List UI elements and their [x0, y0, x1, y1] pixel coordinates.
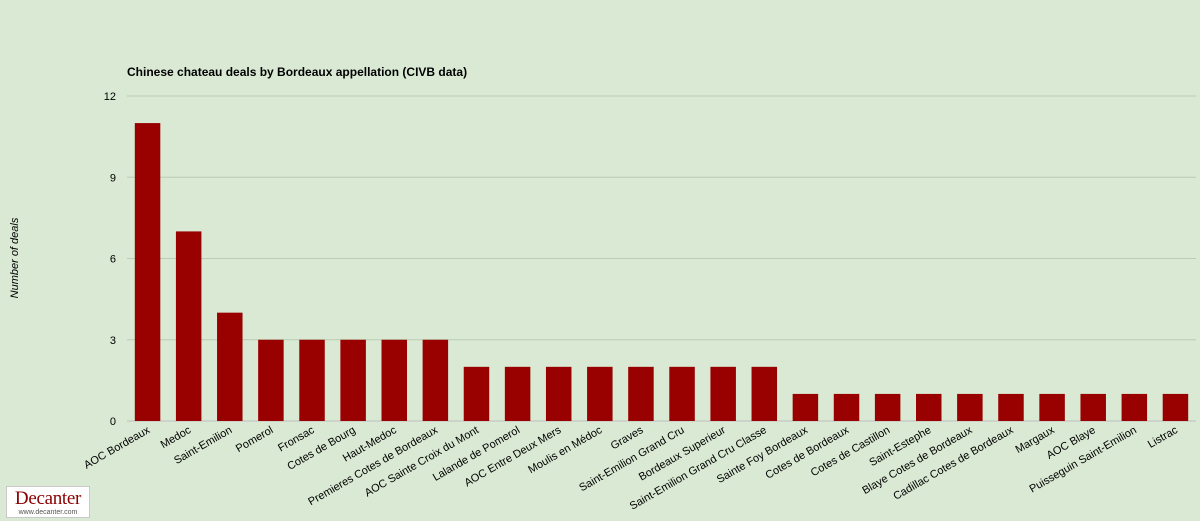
bar — [1121, 393, 1148, 421]
bar — [998, 393, 1024, 421]
x-tick-label: Pomerol — [234, 424, 275, 455]
y-tick-label: 9 — [110, 172, 116, 184]
y-tick-label: 0 — [110, 416, 116, 428]
bar — [957, 393, 983, 421]
y-tick-label: 3 — [110, 335, 116, 347]
bar — [545, 366, 572, 421]
x-tick-label: Moulis en Médoc — [526, 424, 604, 476]
bar — [258, 339, 284, 421]
bar — [751, 366, 778, 421]
bar — [504, 366, 531, 421]
y-axis-ticks: 0 3 6 9 12 — [104, 91, 116, 428]
bar — [217, 312, 243, 421]
bar — [874, 393, 901, 421]
bar — [134, 123, 161, 421]
bar — [710, 366, 736, 421]
decanter-logo: Decanter www.decanter.com — [6, 486, 90, 518]
bars — [134, 123, 1189, 421]
x-tick-label: AOC Bordeaux — [82, 424, 153, 472]
chart-title: Chinese chateau deals by Bordeaux appell… — [127, 65, 467, 79]
bar — [175, 231, 202, 421]
bar — [381, 339, 407, 421]
x-tick-label: Listrac — [1146, 424, 1180, 451]
grid-lines — [127, 95, 1196, 422]
bar — [792, 393, 819, 421]
bar — [463, 366, 490, 421]
logo-url: www.decanter.com — [18, 509, 78, 516]
y-tick-label: 12 — [104, 91, 116, 103]
bar — [1162, 393, 1189, 421]
bar — [1039, 393, 1065, 421]
logo-name: Decanter — [14, 488, 82, 509]
bar — [340, 339, 366, 421]
bar — [299, 339, 325, 421]
bar — [833, 393, 860, 421]
y-axis-label: Number of deals — [9, 217, 21, 298]
bar — [1080, 393, 1106, 421]
bar — [587, 366, 613, 421]
bar — [628, 366, 654, 421]
y-tick-label: 6 — [110, 254, 116, 266]
bar — [916, 393, 942, 421]
bar — [669, 366, 695, 421]
bar — [422, 339, 449, 421]
